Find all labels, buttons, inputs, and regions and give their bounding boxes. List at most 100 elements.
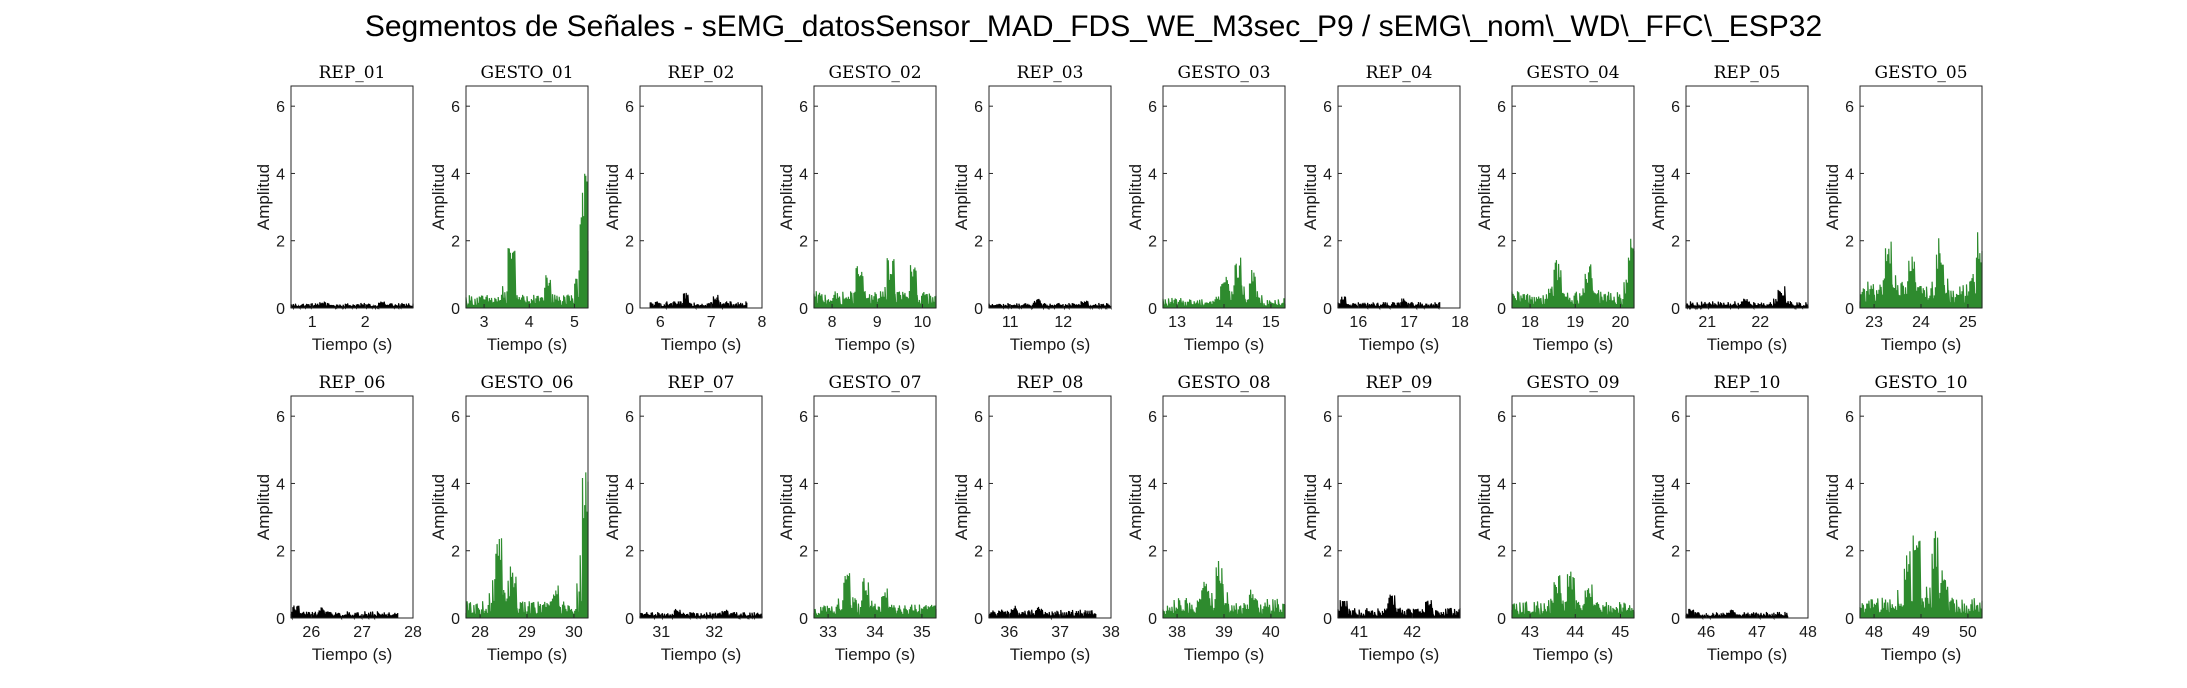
y-tick-label-15: 6 (974, 409, 983, 426)
x-axis-label-13: Tiempo (s) (661, 645, 742, 664)
y-tick-label-13: 4 (625, 476, 634, 493)
y-tick-label-02: 4 (451, 166, 460, 183)
y-tick-label-05: 4 (974, 166, 983, 183)
x-tick-label-07: 17 (1400, 314, 1418, 331)
y-tick-label-07: 4 (1323, 166, 1332, 183)
signal-line-19 (1685, 608, 1789, 621)
axes-frame-11 (290, 395, 414, 619)
panel-title-02: GESTO_01 (480, 63, 573, 83)
panel-title-19: REP_10 (1714, 373, 1781, 393)
x-tick-label-08: 20 (1612, 314, 1630, 331)
y-tick-label-03: 0 (625, 301, 634, 318)
x-axis-label-08: Tiempo (s) (1533, 335, 1614, 354)
y-tick-label-18: 0 (1497, 611, 1506, 628)
y-tick-label-20: 2 (1845, 544, 1854, 561)
y-tick-label-12: 4 (451, 476, 460, 493)
signal-line-05 (988, 298, 1112, 311)
y-tick-label-15: 4 (974, 476, 983, 493)
x-tick-label-08: 18 (1521, 314, 1539, 331)
x-tick-label-01: 2 (361, 314, 370, 331)
signal-line-13 (639, 608, 763, 621)
y-tick-label-18: 4 (1497, 476, 1506, 493)
y-tick-label-17: 2 (1323, 544, 1332, 561)
y-tick-label-13: 6 (625, 409, 634, 426)
y-axis-label-04: Amplitud (777, 164, 796, 230)
y-tick-label-08: 0 (1497, 301, 1506, 318)
y-axis-label-16: Amplitud (1126, 474, 1145, 540)
y-axis-label-19: Amplitud (1649, 474, 1668, 540)
axes-frame-17 (1337, 395, 1461, 619)
x-axis-label-04: Tiempo (s) (835, 335, 916, 354)
y-tick-label-17: 0 (1323, 611, 1332, 628)
y-tick-label-15: 0 (974, 611, 983, 628)
axes-frame-10 (1859, 85, 1983, 309)
y-tick-label-14: 2 (799, 544, 808, 561)
x-tick-label-07: 18 (1451, 314, 1469, 331)
axes-frame-09 (1685, 85, 1809, 309)
x-tick-label-06: 15 (1262, 314, 1280, 331)
figure-title: Segmentos de Señales - sEMG_datosSensor_… (364, 10, 1823, 43)
signal-line-04 (813, 258, 937, 309)
x-axis-label-18: Tiempo (s) (1533, 645, 1614, 664)
x-tick-label-02: 5 (570, 314, 579, 331)
x-tick-label-03: 8 (758, 314, 767, 331)
x-axis-label-17: Tiempo (s) (1359, 645, 1440, 664)
panel-title-12: GESTO_06 (480, 373, 573, 393)
x-tick-label-13: 31 (652, 624, 670, 641)
y-axis-label-18: Amplitud (1475, 474, 1494, 540)
x-tick-label-17: 41 (1350, 624, 1368, 641)
y-tick-label-06: 0 (1148, 301, 1157, 318)
x-tick-label-13: 32 (705, 624, 723, 641)
y-axis-label-17: Amplitud (1301, 474, 1320, 540)
y-tick-label-14: 6 (799, 409, 808, 426)
x-tick-label-09: 21 (1698, 314, 1716, 331)
signal-line-20 (1859, 531, 1983, 619)
x-axis-label-05: Tiempo (s) (1010, 335, 1091, 354)
x-tick-label-14: 33 (819, 624, 837, 641)
y-tick-label-10: 0 (1845, 301, 1854, 318)
panel-title-14: GESTO_07 (828, 373, 921, 393)
x-tick-label-05: 11 (1002, 314, 1019, 331)
x-tick-label-16: 39 (1215, 624, 1233, 641)
x-tick-label-15: 36 (1000, 624, 1018, 641)
signal-line-18 (1511, 571, 1635, 619)
signal-line-03 (649, 292, 748, 311)
panel-title-08: GESTO_04 (1526, 63, 1619, 83)
y-tick-label-06: 4 (1148, 166, 1157, 183)
x-axis-label-03: Tiempo (s) (661, 335, 742, 354)
y-tick-label-16: 0 (1148, 611, 1157, 628)
y-tick-label-09: 0 (1671, 301, 1680, 318)
panel-title-17: REP_09 (1366, 373, 1433, 393)
x-tick-label-10: 24 (1912, 314, 1930, 331)
x-axis-label-02: Tiempo (s) (487, 335, 568, 354)
y-axis-label-06: Amplitud (1126, 164, 1145, 230)
y-axis-label-14: Amplitud (777, 474, 796, 540)
signal-line-07 (1337, 296, 1441, 311)
y-tick-label-01: 2 (276, 234, 285, 251)
y-tick-label-02: 6 (451, 99, 460, 116)
panel-title-15: REP_08 (1017, 373, 1084, 393)
axes-frame-06 (1162, 85, 1286, 309)
x-tick-label-11: 28 (404, 624, 422, 641)
y-axis-label-05: Amplitud (952, 164, 971, 230)
x-axis-label-09: Tiempo (s) (1707, 335, 1788, 354)
axes-frame-16 (1162, 395, 1286, 619)
y-tick-label-02: 2 (451, 234, 460, 251)
y-tick-label-07: 6 (1323, 99, 1332, 116)
x-tick-label-12: 28 (471, 624, 489, 641)
y-tick-label-08: 6 (1497, 99, 1506, 116)
x-axis-label-20: Tiempo (s) (1881, 645, 1962, 664)
y-axis-label-07: Amplitud (1301, 164, 1320, 230)
x-tick-label-04: 9 (873, 314, 882, 331)
y-tick-label-09: 2 (1671, 234, 1680, 251)
y-axis-label-02: Amplitud (429, 164, 448, 230)
axes-frame-03 (639, 85, 763, 309)
y-tick-label-04: 2 (799, 234, 808, 251)
x-tick-label-09: 22 (1751, 314, 1769, 331)
signal-line-12 (465, 472, 589, 619)
signal-line-08 (1511, 238, 1635, 309)
signal-line-16 (1162, 560, 1286, 619)
x-tick-label-19: 46 (1697, 624, 1715, 641)
y-tick-label-01: 0 (276, 301, 285, 318)
signal-line-15 (988, 605, 1097, 621)
